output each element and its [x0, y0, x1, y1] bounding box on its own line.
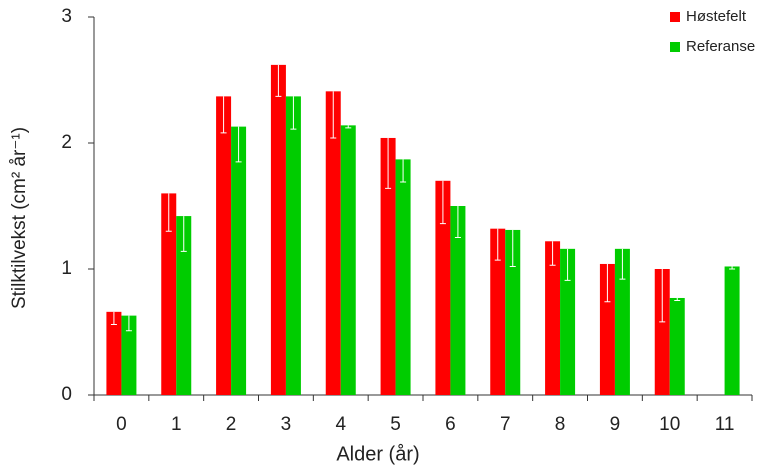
- error-bar: [275, 64, 282, 97]
- bar: [490, 228, 506, 395]
- x-tick-label: 1: [171, 414, 182, 435]
- error-bar: [180, 216, 187, 252]
- bar: [545, 241, 561, 395]
- error-bar: [165, 193, 172, 232]
- x-tick-label: 2: [226, 414, 237, 435]
- bar: [560, 248, 576, 395]
- error-bar: [125, 315, 132, 332]
- error-bar: [400, 159, 407, 183]
- error-bar: [439, 180, 446, 225]
- y-tick-label: 3: [61, 6, 72, 27]
- bar: [340, 125, 356, 396]
- bar: [231, 126, 247, 396]
- error-bar: [564, 248, 571, 281]
- error-bar: [454, 206, 461, 238]
- y-tick-label: 0: [61, 384, 72, 405]
- error-bar: [659, 269, 666, 323]
- error-bar: [509, 229, 516, 267]
- x-axis-label: Alder (år): [336, 443, 419, 465]
- legend-label: Referanse: [686, 38, 755, 55]
- error-bar: [385, 137, 392, 189]
- bar: [450, 206, 466, 395]
- y-tick-label: 2: [61, 132, 72, 153]
- x-tick-label: 6: [445, 414, 456, 435]
- bar: [614, 248, 630, 395]
- x-tick-label: 0: [116, 414, 127, 435]
- error-bar: [290, 96, 297, 130]
- y-tick-label: 1: [61, 258, 72, 279]
- x-tick-label: 11: [715, 414, 735, 435]
- error-bar: [220, 96, 227, 134]
- legend-swatch: [670, 12, 680, 22]
- bar: [395, 159, 411, 395]
- error-bar: [549, 241, 556, 266]
- bar: [270, 64, 286, 395]
- y-axis-label: Stilktilvekst (cm² år⁻¹): [9, 127, 30, 309]
- bar: [285, 96, 301, 395]
- x-tick-label: 7: [500, 414, 511, 435]
- bar: [724, 266, 740, 395]
- x-tick-label: 10: [659, 414, 680, 435]
- bar: [380, 137, 396, 395]
- bar: [106, 311, 122, 395]
- error-bar: [604, 263, 611, 303]
- error-bar: [729, 266, 736, 270]
- x-tick-label: 9: [610, 414, 621, 435]
- error-bar: [330, 91, 337, 139]
- x-tick-label: 3: [281, 414, 292, 435]
- x-tick-label: 4: [335, 414, 346, 435]
- bar: [176, 216, 192, 395]
- error-bar: [674, 297, 681, 301]
- bar: [435, 180, 451, 395]
- bar: [161, 193, 177, 395]
- bar: [216, 96, 232, 395]
- error-bar: [345, 125, 352, 129]
- bar: [121, 315, 137, 395]
- bar: [505, 229, 521, 395]
- legend-swatch: [670, 42, 680, 52]
- bar: [654, 269, 670, 395]
- x-tick-label: 8: [555, 414, 566, 435]
- bar: [325, 91, 341, 395]
- error-bar: [494, 228, 501, 261]
- error-bar: [235, 126, 242, 163]
- bar: [599, 263, 615, 395]
- error-bar: [110, 311, 117, 325]
- error-bar: [619, 248, 626, 280]
- x-tick-label: 5: [390, 414, 401, 435]
- legend-label: Høstefelt: [686, 8, 747, 25]
- bar: [669, 297, 685, 395]
